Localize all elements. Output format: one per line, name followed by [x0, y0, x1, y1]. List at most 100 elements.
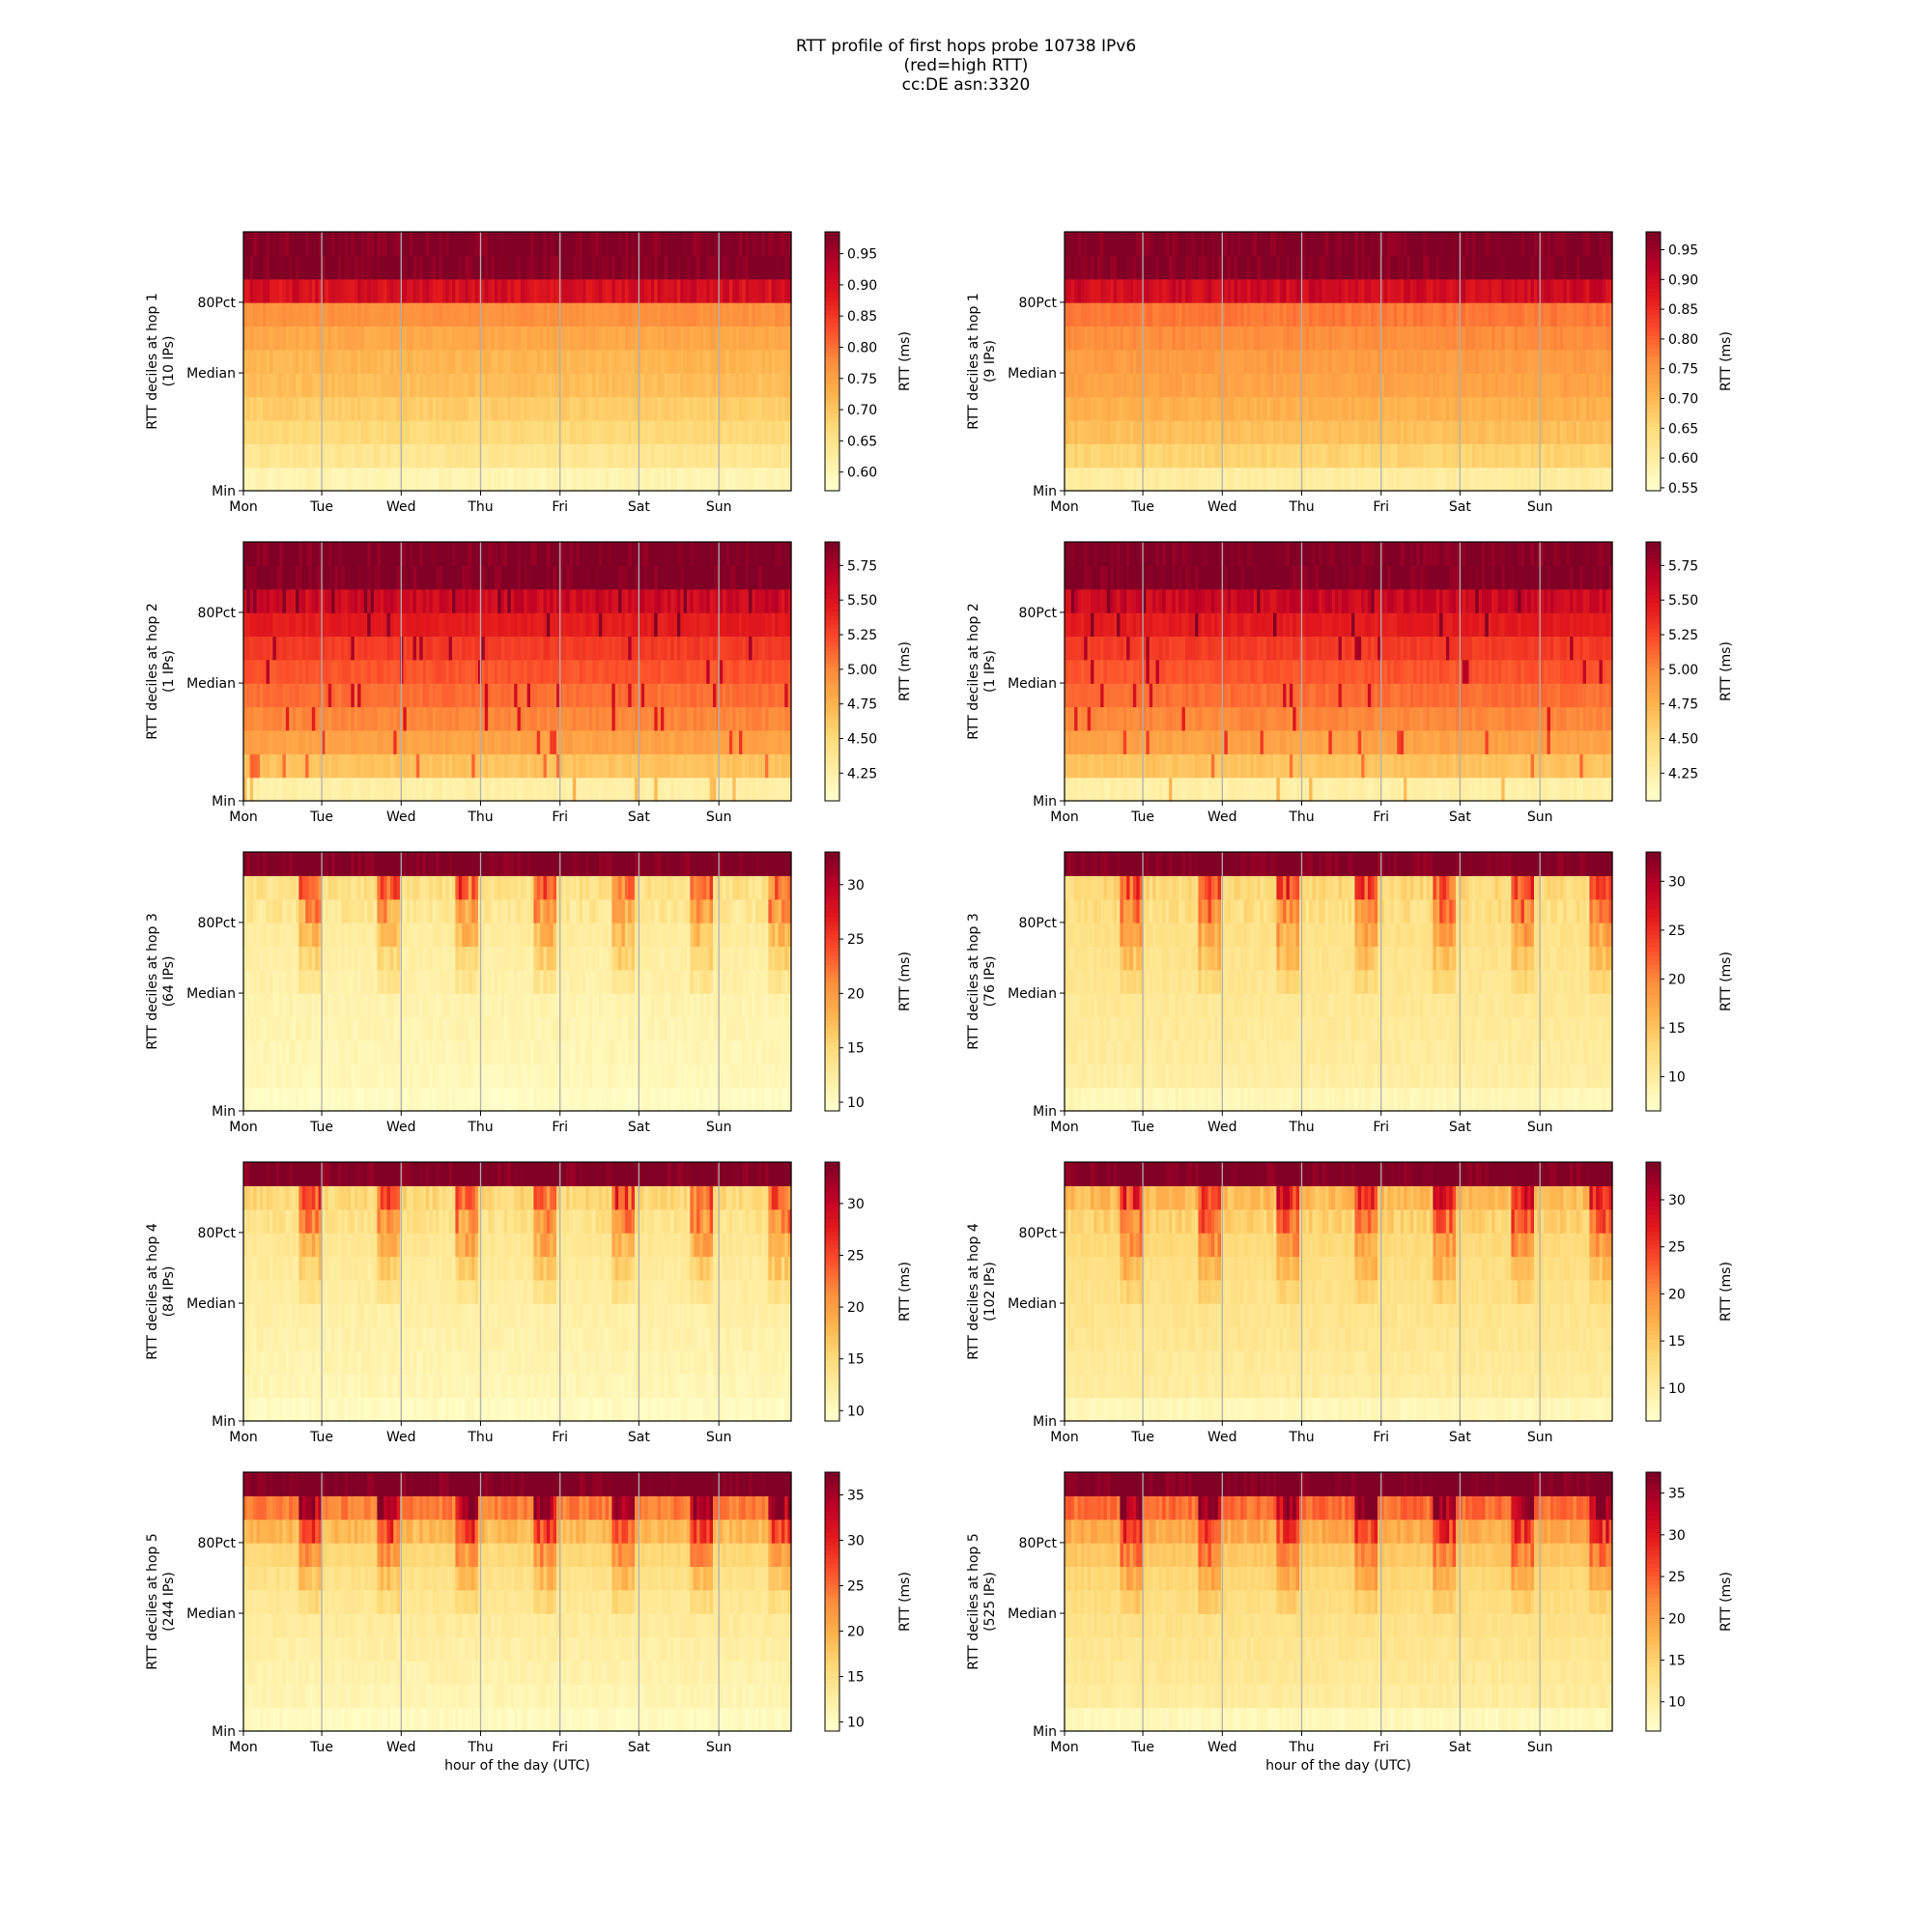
colorbar-segment [1646, 344, 1661, 349]
x-tick-label: Thu [467, 499, 493, 515]
colorbar-tick-label: 0.65 [1668, 421, 1698, 437]
x-tick-label: Mon [229, 499, 258, 515]
colorbar-segment [1646, 465, 1661, 469]
colorbar-segment [1646, 241, 1661, 245]
colorbar-segment [825, 323, 839, 327]
colorbar-segment [825, 262, 839, 267]
colorbar-segment [825, 435, 839, 440]
colorbar-segment [1646, 400, 1661, 405]
colorbar-segment [825, 284, 839, 289]
heatmap-panel-3: Mon Tue Wed Thu Fri Sat SunMinMedian80PctRTT d… [145, 542, 913, 825]
colorbar-label: RTT (ms) [1719, 331, 1734, 391]
colorbar-segment [1646, 270, 1661, 275]
colorbar-segment [825, 400, 839, 405]
colorbar-segment [1646, 452, 1661, 457]
colorbar-segment [1646, 405, 1661, 410]
colorbar-segment [825, 293, 839, 298]
colorbar-tick-label: 0.90 [847, 278, 877, 294]
colorbar-segment [825, 443, 839, 448]
colorbar-segment [1646, 443, 1661, 448]
colorbar-segment [1646, 374, 1661, 379]
colorbar-segment [1646, 275, 1661, 280]
colorbar-segment [825, 387, 839, 392]
colorbar-segment [825, 469, 839, 474]
colorbar-segment [825, 430, 839, 435]
colorbar-tick-label: 0.70 [847, 403, 877, 418]
colorbar-segment [1646, 379, 1661, 384]
colorbar-segment [1646, 258, 1661, 263]
colorbar-segment [1646, 236, 1661, 241]
colorbar-segment [1646, 430, 1661, 435]
colorbar-segment [825, 270, 839, 275]
colorbar-segment [1646, 370, 1661, 375]
colorbar-segment [1646, 314, 1661, 319]
colorbar-segment [825, 288, 839, 293]
colorbar-segment [825, 318, 839, 323]
colorbar-segment [825, 236, 839, 241]
colorbar-segment [1646, 288, 1661, 293]
colorbar-segment [825, 379, 839, 384]
colorbar-segment [1646, 391, 1661, 396]
colorbar-segment [825, 447, 839, 452]
colorbar-segment [825, 241, 839, 245]
colorbar-segment [825, 361, 839, 366]
colorbar-segment [825, 439, 839, 443]
colorbar-segment [1646, 357, 1661, 362]
colorbar-tick-label: 0.85 [847, 309, 877, 325]
x-tick-label: Wed [386, 499, 416, 515]
colorbar-segment [1646, 340, 1661, 345]
colorbar-segment [825, 244, 839, 249]
colorbar-segment [1646, 335, 1661, 340]
colorbar-segment [825, 365, 839, 370]
x-tick-label: Sun [706, 499, 732, 515]
colorbar-tick-label: 0.90 [1668, 272, 1698, 288]
colorbar-segment [1646, 396, 1661, 401]
colorbar-tick-label: 0.55 [1668, 481, 1698, 497]
y-tick-label: Median [1008, 366, 1057, 382]
colorbar-segment [1646, 387, 1661, 392]
colorbar-segment [1646, 267, 1661, 271]
y-tick-label: Min [1033, 484, 1057, 499]
colorbar-segment [1646, 327, 1661, 331]
colorbar-segment [825, 331, 839, 336]
colorbar-segment [1646, 349, 1661, 354]
colorbar-segment [1646, 365, 1661, 370]
colorbar-segment [1646, 426, 1661, 431]
colorbar-segment [825, 279, 839, 284]
colorbar-segment [825, 349, 839, 354]
colorbar-segment [825, 300, 839, 305]
colorbar-segment [1646, 293, 1661, 298]
x-tick-label: Tue [309, 499, 333, 515]
colorbar-segment [825, 413, 839, 418]
x-tick-label: Fri [552, 499, 568, 515]
colorbar-tick-label: 0.80 [847, 340, 877, 355]
colorbar-segment [825, 461, 839, 466]
colorbar-tick-label: 0.80 [1668, 332, 1698, 348]
colorbar-segment [825, 478, 839, 483]
colorbar-tick-label: 0.70 [1668, 392, 1698, 408]
colorbar-label: RTT (ms) [897, 331, 913, 391]
colorbar-segment [1646, 284, 1661, 289]
colorbar-segment [1646, 249, 1661, 254]
y-tick-label: 80Pct [198, 296, 237, 311]
colorbar-segment [825, 452, 839, 457]
y-axis-label: RTT deciles at hop 1 [966, 293, 981, 430]
colorbar-segment [1646, 305, 1661, 310]
colorbar-tick-label: 0.65 [847, 434, 877, 449]
colorbar-segment [825, 314, 839, 319]
colorbar-segment [825, 417, 839, 422]
colorbar-segment [1646, 297, 1661, 301]
colorbar-segment [1646, 409, 1661, 413]
colorbar-segment [825, 297, 839, 301]
colorbar-segment [825, 253, 839, 258]
colorbar-segment [1646, 331, 1661, 336]
colorbar-segment [1646, 461, 1661, 466]
colorbar-segment [1646, 422, 1661, 427]
colorbar-segment [825, 456, 839, 461]
colorbar-tick-label: 0.75 [1668, 362, 1698, 378]
colorbar-segment [1646, 482, 1661, 487]
colorbar-segment [1646, 413, 1661, 418]
colorbar-segment [825, 267, 839, 271]
